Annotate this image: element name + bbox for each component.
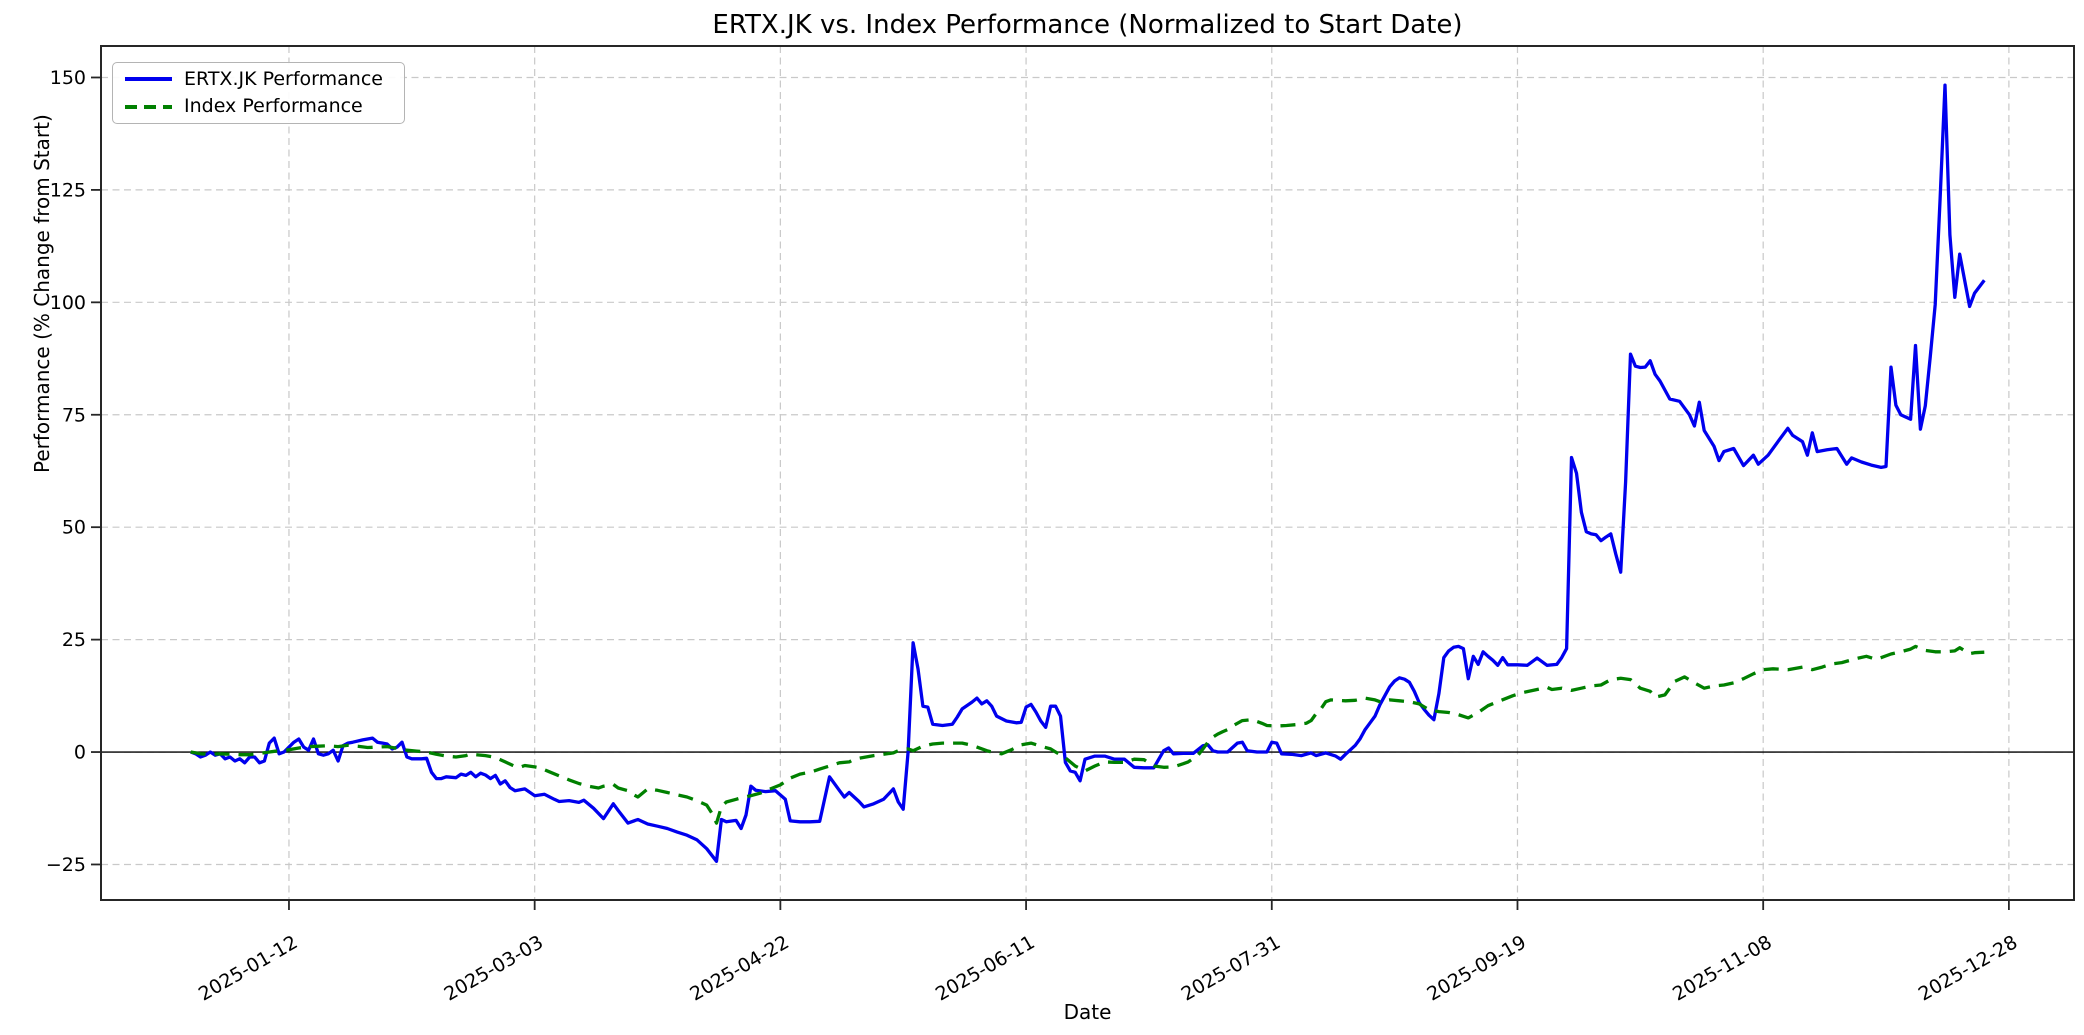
- x-axis-label: Date: [1063, 1000, 1112, 1024]
- svg-text:2025-04-22: 2025-04-22: [686, 931, 793, 1005]
- svg-text:150: 150: [50, 67, 86, 89]
- legend-item-ertx: ERTX.JK Performance: [125, 66, 392, 93]
- legend-label-ertx: ERTX.JK Performance: [184, 67, 383, 90]
- legend-item-index: Index Performance: [125, 93, 392, 120]
- legend: ERTX.JK Performance Index Performance: [112, 62, 405, 124]
- svg-text:100: 100: [50, 292, 86, 314]
- legend-label-index: Index Performance: [184, 95, 363, 118]
- svg-text:−25: −25: [46, 854, 86, 876]
- svg-text:125: 125: [50, 179, 86, 201]
- svg-text:2025-09-19: 2025-09-19: [1423, 931, 1530, 1005]
- svg-text:2025-03-03: 2025-03-03: [441, 931, 548, 1005]
- svg-text:75: 75: [62, 404, 86, 426]
- ertx-line-swatch-icon: [125, 77, 172, 81]
- svg-text:2025-11-08: 2025-11-08: [1669, 931, 1776, 1005]
- svg-text:2025-12-28: 2025-12-28: [1915, 931, 2022, 1005]
- svg-text:2025-06-11: 2025-06-11: [932, 931, 1039, 1005]
- svg-text:2025-01-12: 2025-01-12: [195, 931, 302, 1005]
- svg-text:50: 50: [62, 517, 86, 539]
- chart-title: ERTX.JK vs. Index Performance (Normalize…: [712, 10, 1463, 40]
- index-line-swatch-icon: [125, 105, 172, 109]
- svg-text:2025-07-31: 2025-07-31: [1178, 931, 1285, 1005]
- svg-text:0: 0: [74, 742, 86, 764]
- svg-text:25: 25: [62, 629, 86, 651]
